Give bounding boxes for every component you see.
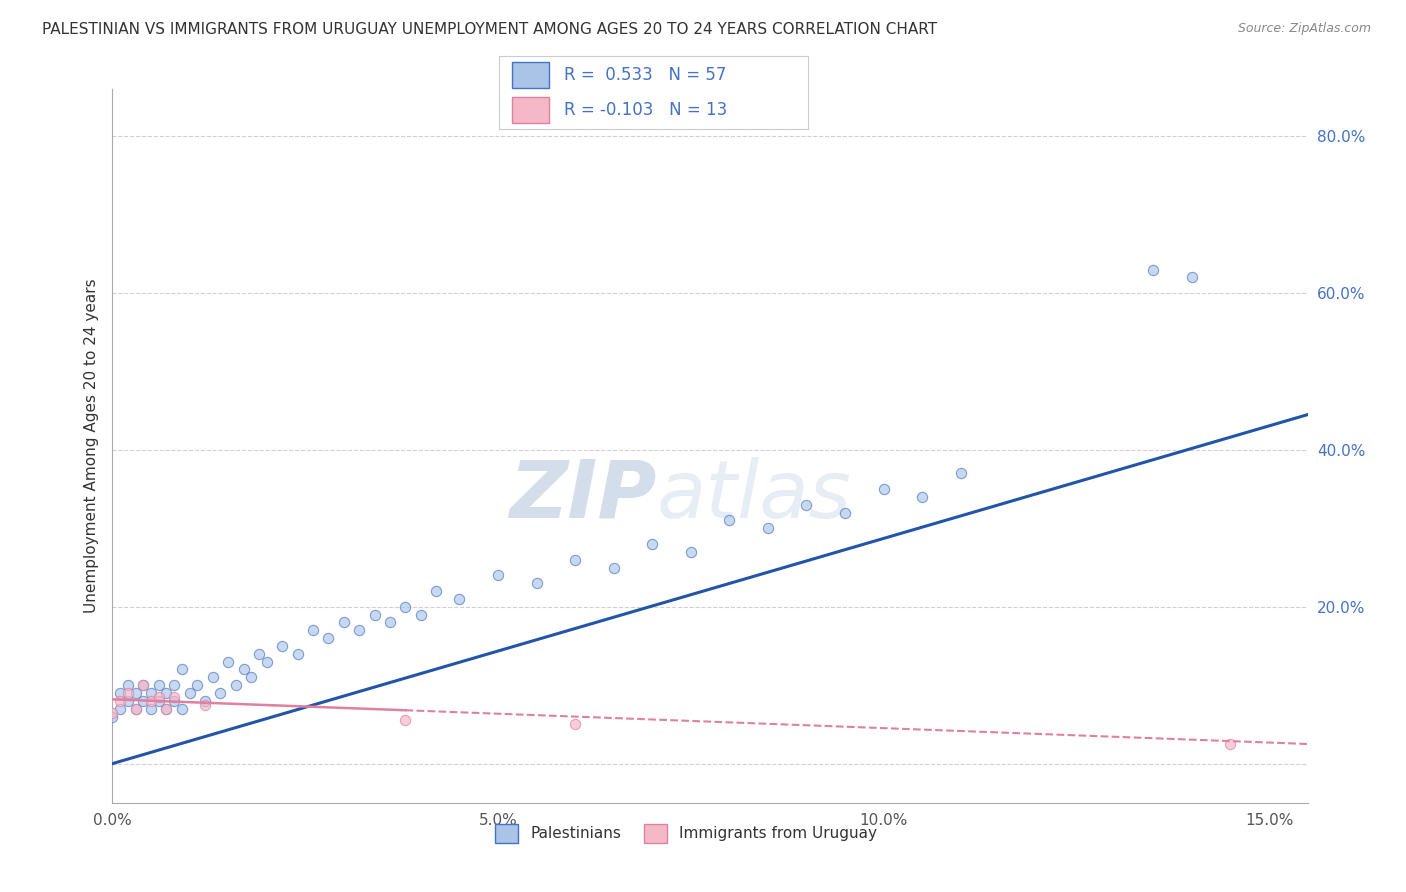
Point [201, 670, 224, 684]
Point [194, 694, 217, 708]
Point [163, 694, 186, 708]
Text: Source: ZipAtlas.com: Source: ZipAtlas.com [1237, 22, 1371, 36]
Point [318, 631, 340, 645]
Point [1142, 262, 1164, 277]
Point [526, 576, 548, 591]
Point [139, 694, 162, 708]
Point [756, 521, 779, 535]
Point [124, 702, 146, 716]
Point [124, 702, 146, 716]
Text: R = -0.103   N = 13: R = -0.103 N = 13 [564, 102, 727, 120]
Point [117, 678, 139, 692]
Point [240, 670, 263, 684]
Point [425, 584, 447, 599]
Legend: Palestinians, Immigrants from Uruguay: Palestinians, Immigrants from Uruguay [489, 818, 883, 848]
Point [170, 663, 193, 677]
Point [347, 624, 370, 638]
Point [124, 686, 146, 700]
Point [186, 678, 208, 692]
Point [117, 694, 139, 708]
Point [302, 624, 325, 638]
Point [911, 490, 934, 504]
Point [155, 686, 177, 700]
Point [132, 678, 155, 692]
Point [209, 686, 232, 700]
Point [949, 467, 972, 481]
FancyBboxPatch shape [512, 62, 548, 88]
Text: atlas: atlas [657, 457, 851, 535]
Point [1181, 270, 1204, 285]
Point [872, 482, 894, 496]
Point [217, 655, 239, 669]
Point [117, 686, 139, 700]
Point [271, 639, 294, 653]
Point [602, 560, 624, 574]
Point [247, 647, 270, 661]
Point [564, 717, 586, 731]
Point [108, 694, 131, 708]
Point [101, 709, 124, 723]
Point [333, 615, 356, 630]
Point [394, 714, 416, 728]
Point [409, 607, 432, 622]
Point [148, 690, 170, 704]
Point [287, 647, 309, 661]
Point [641, 537, 664, 551]
Point [163, 690, 186, 704]
Point [155, 702, 177, 716]
Point [155, 702, 177, 716]
Text: R =  0.533   N = 57: R = 0.533 N = 57 [564, 66, 727, 84]
Point [132, 694, 155, 708]
Text: PALESTINIAN VS IMMIGRANTS FROM URUGUAY UNEMPLOYMENT AMONG AGES 20 TO 24 YEARS CO: PALESTINIAN VS IMMIGRANTS FROM URUGUAY U… [42, 22, 938, 37]
Point [194, 698, 217, 712]
Point [564, 552, 586, 566]
Point [1219, 737, 1241, 751]
Point [834, 506, 856, 520]
Point [139, 702, 162, 716]
Point [139, 686, 162, 700]
Point [225, 678, 247, 692]
FancyBboxPatch shape [512, 97, 548, 123]
Point [378, 615, 401, 630]
Point [148, 694, 170, 708]
Point [394, 599, 416, 614]
Point [108, 686, 131, 700]
Point [449, 591, 471, 606]
Y-axis label: Unemployment Among Ages 20 to 24 years: Unemployment Among Ages 20 to 24 years [83, 278, 98, 614]
Point [108, 702, 131, 716]
Point [256, 655, 278, 669]
Point [163, 678, 186, 692]
Point [101, 706, 124, 720]
Text: ZIP: ZIP [509, 457, 657, 535]
Point [148, 678, 170, 692]
Point [718, 514, 741, 528]
Point [132, 678, 155, 692]
Point [796, 498, 818, 512]
Point [170, 702, 193, 716]
Point [232, 663, 254, 677]
Point [363, 607, 385, 622]
Point [486, 568, 509, 582]
Point [179, 686, 201, 700]
Point [679, 545, 702, 559]
